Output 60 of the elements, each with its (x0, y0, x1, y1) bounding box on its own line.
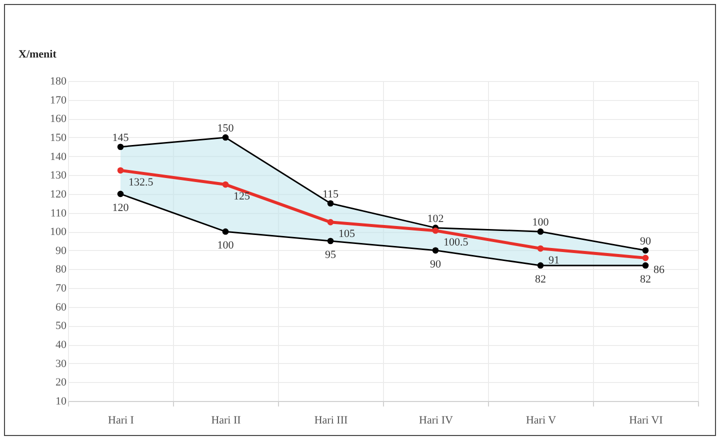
x-tick-label: Hari VI (629, 414, 664, 426)
y-tick-label: 120 (50, 188, 67, 200)
point (222, 181, 229, 188)
point (117, 144, 124, 150)
point (537, 228, 544, 235)
data-label: 120 (112, 202, 130, 214)
y-tick-label: 50 (56, 320, 67, 332)
y-tick-label: 130 (50, 170, 67, 182)
data-label: 100 (217, 240, 234, 252)
point (432, 247, 439, 254)
point (432, 227, 439, 234)
point (537, 245, 544, 252)
y-tick-label: 180 (50, 76, 67, 88)
y-tick-label: 70 (56, 282, 67, 295)
y-tick-label: 110 (50, 207, 67, 220)
data-label: 102 (427, 212, 444, 225)
y-tick-label: 60 (56, 301, 67, 314)
data-label: 90 (640, 235, 652, 248)
y-tick-label: 150 (50, 132, 67, 144)
point (327, 238, 334, 244)
point (222, 134, 229, 141)
y-tick-label: 40 (56, 339, 67, 352)
y-tick-label: 140 (50, 150, 67, 163)
point (117, 190, 124, 198)
data-label: 105 (338, 228, 356, 240)
data-label: 82 (640, 273, 651, 286)
x-tick-label: Hari IV (419, 414, 454, 426)
x-tick-label: Hari V (526, 414, 556, 426)
y-tick-label: 80 (56, 264, 67, 276)
point (642, 254, 649, 262)
y-tick-label: 20 (56, 376, 67, 389)
point (327, 219, 334, 226)
y-tick-label: 10 (56, 396, 67, 408)
y-tick-label: 170 (50, 94, 67, 106)
data-label: 86 (654, 264, 665, 276)
data-label: 115 (322, 188, 340, 200)
point (642, 262, 649, 269)
data-label: 91 (548, 254, 560, 267)
data-label: 150 (217, 122, 234, 134)
y-axis-title: X/menit (18, 48, 57, 60)
point (642, 247, 649, 254)
data-label: 100 (532, 216, 550, 229)
data-label: 82 (535, 273, 546, 286)
data-label: 145 (112, 132, 130, 144)
data-label: 100.5 (444, 236, 469, 249)
y-tick-label: 160 (50, 113, 67, 126)
x-tick-label: Hari I (108, 414, 134, 426)
x-tick-label: Hari II (211, 414, 242, 426)
point (537, 262, 544, 269)
x-tick-label: Hari III (314, 414, 348, 426)
y-tick-label: 30 (56, 358, 67, 370)
point (327, 200, 334, 207)
data-label: 95 (325, 249, 336, 261)
data-label: 125 (234, 190, 250, 203)
y-tick-label: 100 (50, 226, 67, 238)
point (117, 167, 124, 174)
point (222, 228, 229, 235)
data-label: 132.5 (128, 176, 154, 188)
y-tick-label: 90 (56, 244, 67, 257)
data-label: 90 (430, 258, 442, 270)
